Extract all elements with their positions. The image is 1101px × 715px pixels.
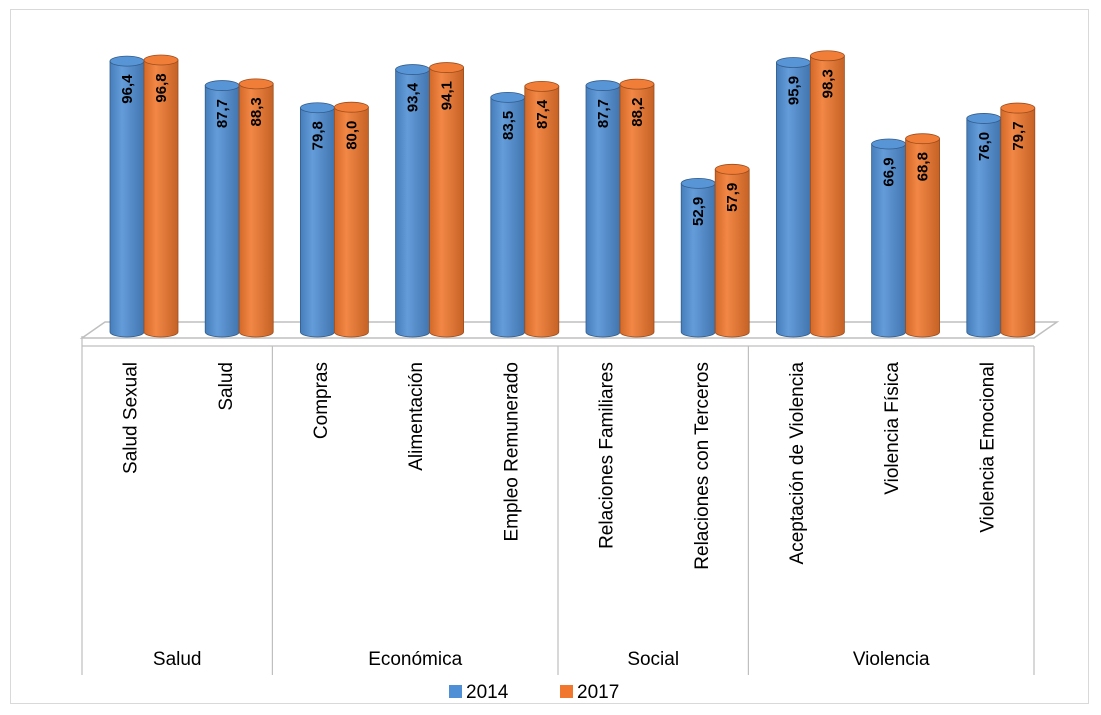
legend-label: 2017 xyxy=(577,682,619,703)
value-label-2014-0: 96,4 xyxy=(119,74,136,104)
value-label-2017-2: 80,0 xyxy=(343,121,360,150)
bar-2017-2 xyxy=(333,101,369,338)
value-label-2014-6: 52,9 xyxy=(690,197,707,226)
legend-swatch xyxy=(560,685,573,698)
bar-2017-4 xyxy=(524,81,560,338)
category-label-1: Salud xyxy=(216,362,237,411)
category-label-2: Compras xyxy=(311,362,332,439)
group-label-2: Social xyxy=(627,649,679,670)
value-label-2014-8: 66,9 xyxy=(881,157,898,186)
value-label-2014-2: 79,8 xyxy=(309,121,326,150)
category-label-0: Salud Sexual xyxy=(121,362,142,474)
category-axis: Salud Sexual Salud Compras Alimentación Empl… xyxy=(81,336,1035,675)
bar-2014-0 xyxy=(109,55,145,338)
bar-2017-9 xyxy=(1000,102,1036,338)
bar-2017-0 xyxy=(143,54,179,338)
value-label-2017-5: 88,2 xyxy=(629,98,646,127)
bar-2017-8 xyxy=(905,133,940,338)
bar-2017-6 xyxy=(714,163,750,338)
value-label-2014-3: 93,4 xyxy=(405,82,422,112)
value-label-2014-5: 87,7 xyxy=(595,99,612,128)
legend-swatch xyxy=(449,685,462,698)
bar-2017-1 xyxy=(238,78,274,338)
value-label-2017-9: 79,7 xyxy=(1010,121,1027,150)
category-label-5: Relaciones Familiares xyxy=(597,362,618,549)
category-label-3: Alimentación xyxy=(406,362,427,471)
legend-item-2014: 2014 xyxy=(449,682,509,703)
value-label-2014-7: 95,9 xyxy=(785,76,802,105)
value-label-2014-9: 76,0 xyxy=(976,132,993,161)
category-label-6: Relaciones con Terceros xyxy=(692,362,713,570)
category-label-8: Violencia Física xyxy=(882,362,903,495)
value-label-2017-1: 88,3 xyxy=(248,97,265,126)
legend-item-2017: 2017 xyxy=(560,682,619,703)
bar-2014-4 xyxy=(490,91,526,338)
group-label-1: Económica xyxy=(368,649,462,670)
bar-2017-5 xyxy=(619,78,655,338)
legend: 2014 2017 xyxy=(449,682,619,703)
bar-2017-3 xyxy=(429,62,465,338)
category-label-4: Empleo Remunerado xyxy=(501,362,522,542)
group-label-0: Salud xyxy=(153,649,202,670)
value-label-2017-3: 94,1 xyxy=(439,81,456,110)
category-label-9: Violencia Emocional xyxy=(977,362,998,533)
bar-2014-6 xyxy=(680,177,716,338)
value-label-2014-4: 83,5 xyxy=(500,111,517,140)
bar-2014-1 xyxy=(204,80,240,338)
group-label-3: Violencia xyxy=(853,649,930,670)
legend-label: 2014 xyxy=(466,682,509,703)
value-label-2017-0: 96,8 xyxy=(153,73,170,102)
bar-2017-7 xyxy=(810,50,845,338)
value-label-2017-7: 98,3 xyxy=(819,69,836,98)
bar-2014-3 xyxy=(395,64,431,338)
value-label-2017-8: 68,8 xyxy=(915,152,932,181)
value-label-2017-4: 87,4 xyxy=(534,99,551,129)
bars: 96,4 96,8 87,7 88,3 79,8 80,0 93,4 94,1 83,5 87,4… xyxy=(109,50,1036,338)
category-label-7: Aceptación de Violencia xyxy=(787,362,808,565)
bar-2014-9 xyxy=(966,113,1002,338)
value-label-2017-6: 57,9 xyxy=(724,183,741,212)
value-label-2014-1: 87,7 xyxy=(214,99,231,128)
